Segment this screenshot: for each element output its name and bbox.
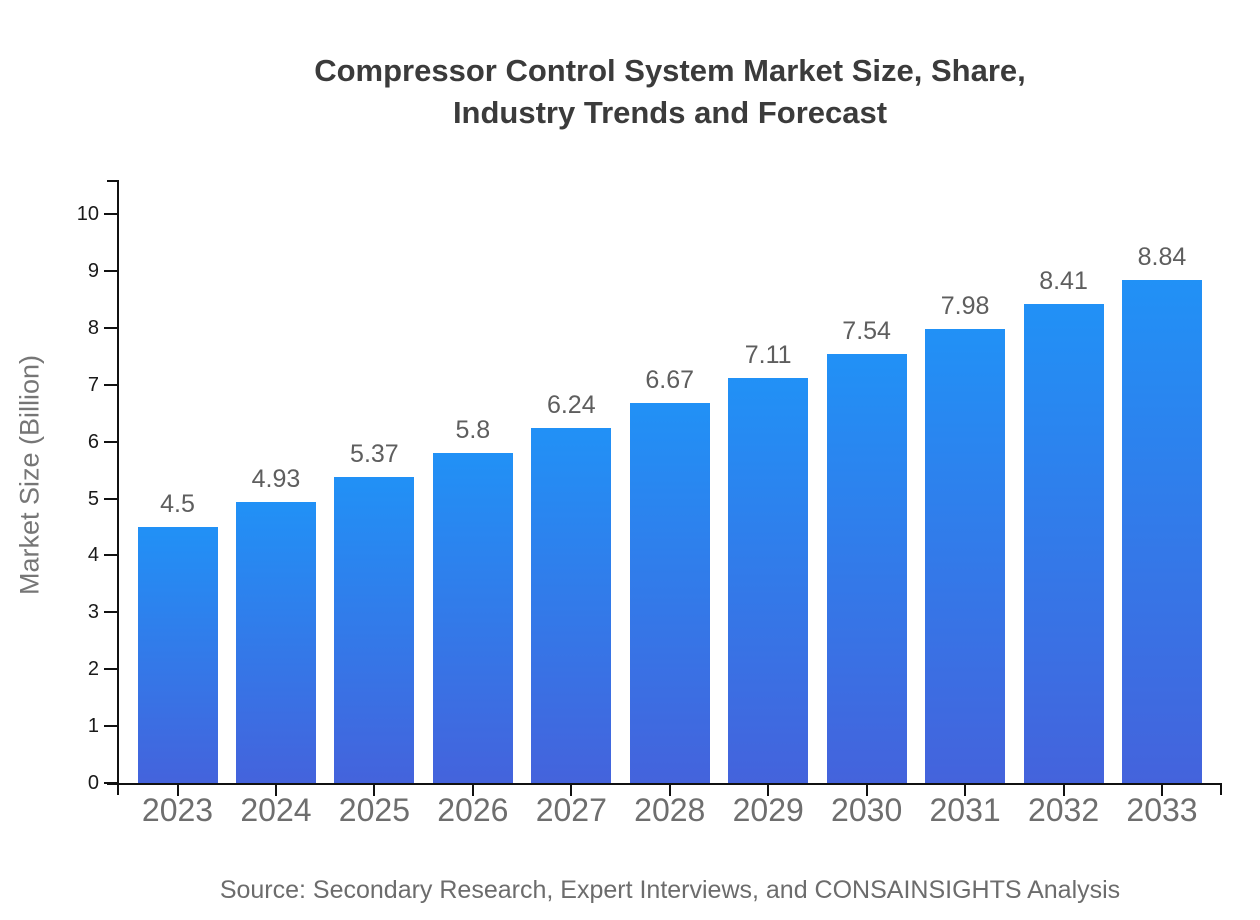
x-axis-line (107, 783, 1222, 785)
y-tick (104, 498, 117, 500)
x-axis-end-tick (1220, 783, 1222, 795)
y-tick (104, 668, 117, 670)
x-tick (373, 785, 376, 796)
y-tick-label: 5 (87, 488, 99, 510)
bar-value-label: 6.67 (645, 366, 695, 394)
y-tick-label: 3 (87, 601, 99, 623)
bar (1122, 280, 1202, 783)
bar (826, 354, 907, 783)
y-axis-line (117, 180, 119, 795)
x-tick (964, 785, 967, 796)
bar (137, 527, 218, 783)
bar (629, 403, 710, 783)
bar-value-label: 7.11 (744, 341, 792, 369)
x-tick (570, 785, 573, 796)
bar-value-label: 8.84 (1137, 243, 1187, 271)
y-tick (104, 327, 117, 329)
y-tick-label: 7 (87, 374, 99, 396)
y-tick-label: 1 (87, 715, 99, 737)
bar-value-label: 7.98 (940, 292, 990, 320)
bar (1023, 304, 1104, 783)
y-tick-label: 0 (87, 772, 99, 794)
chart-title: Compressor Control System Market Size, S… (80, 50, 1260, 134)
y-tick (104, 725, 117, 727)
bar-value-label: 7.54 (842, 317, 891, 345)
bar-value-label: 8.41 (1039, 267, 1088, 295)
y-tick-label: 9 (87, 260, 99, 282)
x-tick (767, 785, 770, 796)
x-tick-label: 2023 (141, 792, 214, 828)
y-tick (104, 213, 117, 215)
y-tick (104, 554, 117, 556)
y-tick-label: 10 (76, 203, 99, 225)
bar (235, 502, 316, 783)
x-tick-label: 2029 (732, 792, 804, 828)
bar (925, 329, 1006, 783)
y-tick-label: 8 (87, 317, 99, 339)
bar (531, 428, 612, 783)
y-tick-label: 2 (87, 658, 99, 680)
y-tick (104, 384, 117, 386)
x-tick (1161, 785, 1163, 796)
x-tick (274, 785, 277, 796)
y-tick (104, 782, 117, 784)
bar-value-label: 4.93 (251, 465, 301, 493)
bar-value-label: 5.37 (350, 440, 399, 468)
y-tick-label: 6 (87, 431, 99, 453)
y-tick (104, 441, 117, 443)
y-tick-label: 4 (87, 544, 99, 566)
x-tick-label: 2025 (338, 792, 410, 828)
bar (334, 477, 415, 783)
x-tick (471, 785, 474, 796)
bar-value-label: 5.8 (455, 416, 491, 444)
x-tick-label: 2028 (634, 792, 706, 828)
x-tick-label: 2033 (1126, 792, 1198, 828)
x-tick-label: 2030 (831, 792, 903, 828)
bar-value-label: 6.24 (546, 391, 596, 419)
y-tick (104, 270, 117, 272)
y-tick (104, 611, 117, 613)
chart-title-line1: Compressor Control System Market Size, S… (314, 53, 1026, 88)
bar (728, 378, 809, 783)
x-tick (1062, 785, 1065, 796)
source-note: Source: Secondary Research, Expert Inter… (219, 876, 1121, 904)
x-tick-label: 2031 (929, 792, 1001, 828)
x-tick (865, 785, 868, 796)
bar (432, 453, 513, 783)
x-tick-label: 2026 (437, 792, 509, 828)
bar-value-label: 4.5 (160, 490, 195, 518)
x-tick-label: 2027 (535, 792, 607, 828)
y-axis-top-cap (107, 180, 119, 182)
x-tick (176, 785, 179, 796)
x-tick (668, 785, 671, 796)
x-tick-label: 2024 (240, 792, 312, 828)
x-tick-label: 2032 (1027, 792, 1100, 828)
chart-title-line2: Industry Trends and Forecast (452, 95, 888, 130)
